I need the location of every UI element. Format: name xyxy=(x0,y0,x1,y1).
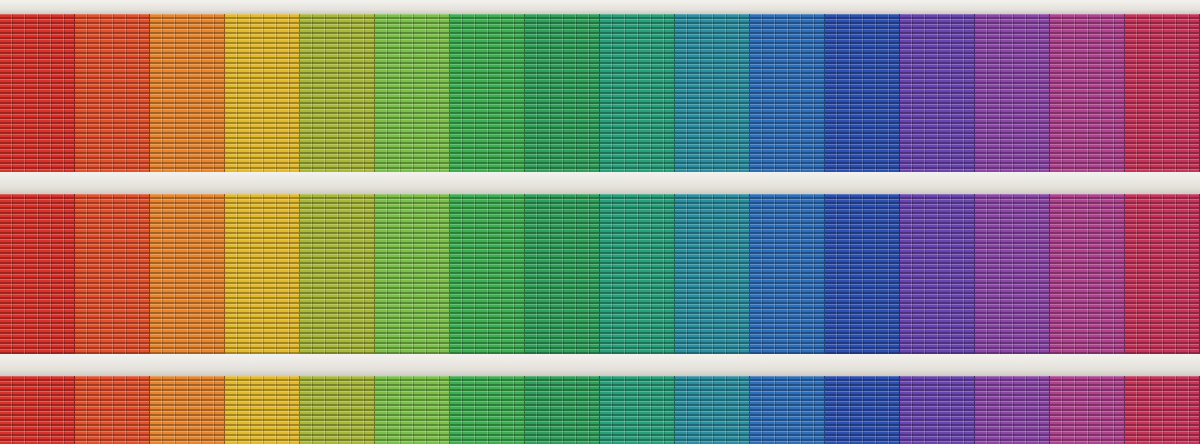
floor-slab-1 xyxy=(0,172,1200,194)
louver-panel xyxy=(825,376,900,444)
louver-panel xyxy=(75,376,150,444)
louver-panel xyxy=(975,376,1050,444)
louver-panel xyxy=(525,376,600,444)
louver-panel xyxy=(375,194,450,354)
louver-panel xyxy=(150,194,225,354)
louver-panel xyxy=(900,194,975,354)
facade-floor-1 xyxy=(0,14,1200,172)
louver-panel xyxy=(300,376,375,444)
louver-panel xyxy=(1125,194,1200,354)
louver-panel xyxy=(750,376,825,444)
louver-panel xyxy=(375,376,450,444)
louver-panel xyxy=(225,376,300,444)
louver-panel xyxy=(300,194,375,354)
louver-panel xyxy=(225,14,300,172)
floor-slab-top xyxy=(0,0,1200,14)
louver-panel xyxy=(600,376,675,444)
louver-panel xyxy=(675,194,750,354)
louver-panel xyxy=(975,194,1050,354)
louver-panel xyxy=(150,376,225,444)
louver-panel xyxy=(0,194,75,354)
floor-slab-2 xyxy=(0,354,1200,376)
louver-panel xyxy=(0,14,75,172)
louver-panel xyxy=(225,194,300,354)
louver-panel xyxy=(750,194,825,354)
louver-panel xyxy=(450,194,525,354)
louver-panel xyxy=(1050,376,1125,444)
louver-panel xyxy=(600,194,675,354)
louver-panel xyxy=(1125,14,1200,172)
louver-panel xyxy=(675,14,750,172)
louver-panel xyxy=(900,376,975,444)
louver-panel xyxy=(525,194,600,354)
louver-panel xyxy=(750,14,825,172)
louver-panel xyxy=(900,14,975,172)
louver-panel xyxy=(1050,194,1125,354)
louver-panel xyxy=(600,14,675,172)
louver-panel xyxy=(825,14,900,172)
louver-panel xyxy=(975,14,1050,172)
louver-panel xyxy=(1050,14,1125,172)
louver-panel xyxy=(450,376,525,444)
louver-panel xyxy=(825,194,900,354)
facade-floor-2 xyxy=(0,194,1200,354)
louver-panel xyxy=(1125,376,1200,444)
louver-panel xyxy=(675,376,750,444)
facade-floor-3 xyxy=(0,376,1200,444)
louver-panel xyxy=(150,14,225,172)
louver-panel xyxy=(75,14,150,172)
louver-panel xyxy=(75,194,150,354)
louver-panel xyxy=(0,376,75,444)
louver-panel xyxy=(300,14,375,172)
louver-panel xyxy=(375,14,450,172)
louver-panel xyxy=(525,14,600,172)
louver-panel xyxy=(450,14,525,172)
